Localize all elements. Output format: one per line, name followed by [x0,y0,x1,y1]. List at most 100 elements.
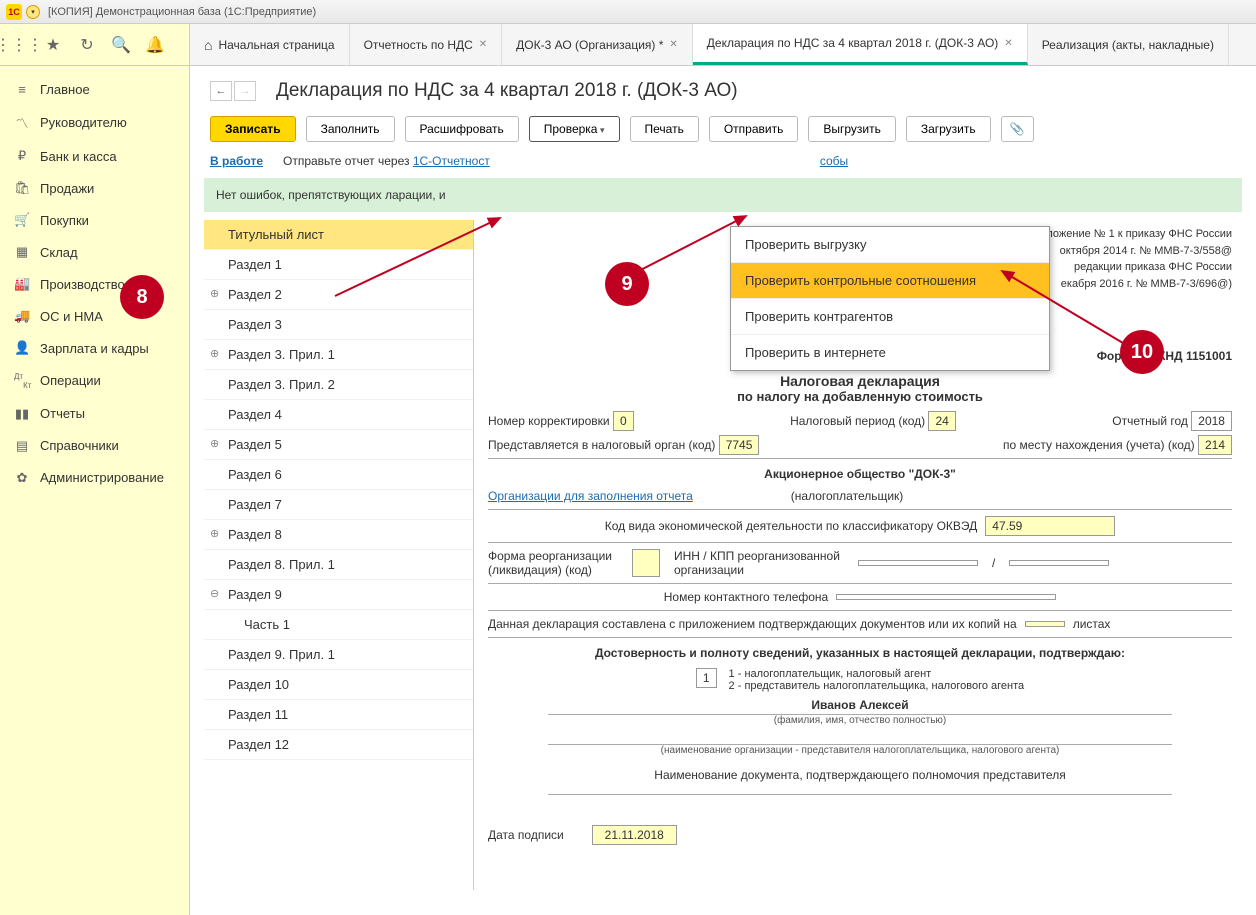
sidebar-item-sales[interactable]: 🛍Продажи [0,172,189,204]
sidebar-item-main[interactable]: ≡Главное [0,74,189,105]
export-button[interactable]: Выгрузить [808,116,896,142]
decode-button[interactable]: Расшифровать [405,116,519,142]
doc-title: Налоговая декларация [488,373,1232,389]
dd-check-contragents[interactable]: Проверить контрагентов [731,299,1049,335]
app-menu-arrow[interactable]: ▾ [26,5,40,19]
sidebar-item-reports[interactable]: ▮▮Отчеты [0,398,189,430]
status-text: Отправьте отчет через [283,154,413,168]
reorg-kpp[interactable] [1009,560,1109,566]
truck-icon: 🚚 [14,308,30,324]
section-3[interactable]: Раздел 3 [204,310,473,340]
section-5[interactable]: ⊕Раздел 5 [204,430,473,460]
docs-count[interactable] [1025,621,1065,627]
close-icon[interactable]: ✕ [669,39,677,50]
reorg-code[interactable] [632,549,660,577]
book-icon: ▤ [14,438,30,454]
status-row: В работе Отправьте отчет через 1С-Отчетн… [190,150,1256,172]
sidebar-item-stock[interactable]: ▦Склад [0,236,189,268]
close-icon[interactable]: ✕ [479,39,487,50]
dd-check-internet[interactable]: Проверить в интернете [731,335,1049,370]
apps-icon[interactable]: ⋮⋮⋮ [10,36,28,54]
who-field[interactable]: 1 [696,668,717,688]
tab-vat[interactable]: Отчетность по НДС✕ [350,24,503,65]
tab-org[interactable]: ДОК-3 АО (Организация) *✕ [502,24,693,65]
fio-note: (фамилия, имя, отчество полностью) [488,715,1232,726]
section-title[interactable]: Титульный лист [204,220,473,250]
section-8p1[interactable]: Раздел 8. Прил. 1 [204,550,473,580]
status-ways[interactable]: собы [820,154,848,168]
section-7[interactable]: Раздел 7 [204,490,473,520]
sidebar-item-hr[interactable]: 👤Зарплата и кадры [0,332,189,364]
corr-field[interactable]: 0 [613,411,634,431]
save-button[interactable]: Записать [210,116,296,142]
expand-icon[interactable]: ⊕ [210,437,219,450]
expand-icon[interactable]: ⊕ [210,347,219,360]
period-field[interactable]: 24 [928,411,955,431]
section-6[interactable]: Раздел 6 [204,460,473,490]
okved-label: Код вида экономической деятельности по к… [605,519,978,533]
tab-declaration[interactable]: Декларация по НДС за 4 квартал 2018 г. (… [693,24,1028,65]
sidebar-item-ops[interactable]: ДтКтОперации [0,364,189,398]
bell-icon[interactable]: 🔔 [146,36,164,54]
dd-check-ratios[interactable]: Проверить контрольные соотношения [731,263,1049,299]
place-field[interactable]: 214 [1198,435,1232,455]
attach-button[interactable]: 📎 [1001,116,1034,142]
section-1[interactable]: Раздел 1 [204,250,473,280]
docs-text: Данная декларация составлена с приложени… [488,617,1017,631]
section-3p2[interactable]: Раздел 3. Прил. 2 [204,370,473,400]
period-label: Налоговый период (код) [790,414,925,428]
check-dropdown: Проверить выгрузку Проверить контрольные… [730,226,1050,371]
section-3p1[interactable]: ⊕Раздел 3. Прил. 1 [204,340,473,370]
phone-field[interactable] [836,594,1056,600]
ruble-icon: ₽ [14,148,30,164]
search-icon[interactable]: 🔍 [112,36,130,54]
tab-sales[interactable]: Реализация (акты, накладные) [1028,24,1229,65]
reorg-inn[interactable] [858,560,978,566]
dd-check-export[interactable]: Проверить выгрузку [731,227,1049,263]
section-2[interactable]: ⊕Раздел 2 [204,280,473,310]
star-icon[interactable]: ★ [44,36,62,54]
doc-name-label: Наименование документа, подтверждающего … [488,768,1232,782]
section-11[interactable]: Раздел 11 [204,700,473,730]
collapse-icon[interactable]: ⊖ [210,587,219,600]
nav-fwd[interactable]: → [234,81,256,101]
expand-icon[interactable]: ⊕ [210,287,219,300]
section-8[interactable]: ⊕Раздел 8 [204,520,473,550]
bag-icon: 🛍 [14,180,30,196]
status-work[interactable]: В работе [210,154,263,168]
sidebar-item-refs[interactable]: ▤Справочники [0,430,189,462]
okved-field[interactable]: 47.59 [985,516,1115,536]
callout-8: 8 [120,275,164,319]
section-4[interactable]: Раздел 4 [204,400,473,430]
fill-button[interactable]: Заполнить [306,116,395,142]
organ-field[interactable]: 7745 [719,435,760,455]
sign-date[interactable]: 21.11.2018 [592,825,677,845]
tab-home[interactable]: ⌂Начальная страница [190,24,350,65]
print-button[interactable]: Печать [630,116,699,142]
section-9[interactable]: ⊖Раздел 9 [204,580,473,610]
history-icon[interactable]: ↻ [78,36,96,54]
import-button[interactable]: Загрузить [906,116,991,142]
status-link[interactable]: 1С-Отчетност [413,154,490,168]
expand-icon[interactable]: ⊕ [210,527,219,540]
app-icon: 1С [6,4,22,20]
section-9-part1[interactable]: Часть 1 [204,610,473,640]
company-name: Акционерное общество "ДОК-3" [488,467,1232,481]
sign-label: Дата подписи [488,828,564,842]
sidebar-item-manager[interactable]: 〽Руководителю [0,105,189,140]
check-button[interactable]: Проверка [529,116,620,142]
send-button[interactable]: Отправить [709,116,799,142]
section-9p1[interactable]: Раздел 9. Прил. 1 [204,640,473,670]
gear-icon: ✿ [14,470,30,486]
sidebar-item-admin[interactable]: ✿Администрирование [0,462,189,494]
org-link[interactable]: Организации для заполнения отчета [488,489,693,503]
section-12[interactable]: Раздел 12 [204,730,473,760]
close-icon[interactable]: ✕ [1004,38,1012,49]
boxes-icon: ▦ [14,244,30,260]
organ-label: Представляется в налоговый орган (код) [488,438,715,452]
sidebar-item-purchases[interactable]: 🛒Покупки [0,204,189,236]
nav-back[interactable]: ← [210,81,232,101]
year-field[interactable]: 2018 [1191,411,1232,431]
section-10[interactable]: Раздел 10 [204,670,473,700]
sidebar-item-bank[interactable]: ₽Банк и касса [0,140,189,172]
